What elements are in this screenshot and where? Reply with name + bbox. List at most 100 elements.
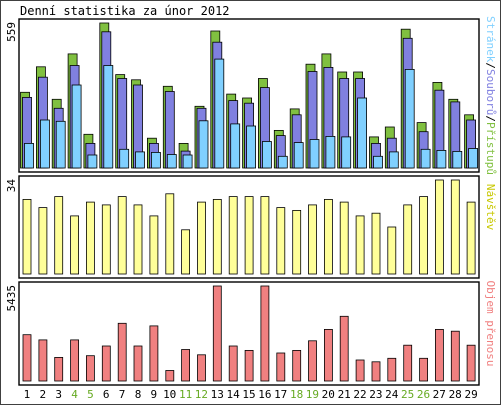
x-tick-label: 8 bbox=[135, 388, 142, 401]
x-tick-label: 28 bbox=[449, 388, 462, 401]
bar-kbytes-objem-p-enosu-day-10 bbox=[165, 370, 175, 382]
panel-max-label: 5435 bbox=[5, 285, 18, 312]
bar-visits-n-v-t-v-day-16 bbox=[260, 196, 270, 275]
bar-kbytes-objem-p-enosu-day-9 bbox=[149, 325, 159, 382]
bar-kbytes-objem-p-enosu-day-20 bbox=[323, 328, 333, 382]
chart-title: Denní statistika za únor 2012 bbox=[20, 4, 230, 18]
bar-hits_files_pages-str-nek-day-28 bbox=[452, 150, 463, 169]
bar-hits_files_pages-str-nek-day-1 bbox=[24, 142, 34, 169]
x-tick-label: 20 bbox=[322, 388, 335, 401]
bar-hits_files_pages-str-nek-day-2 bbox=[40, 119, 50, 169]
bar-hits_files_pages-str-nek-day-25 bbox=[404, 69, 415, 169]
bar-kbytes-objem-p-enosu-day-28 bbox=[450, 330, 460, 382]
bar-visits-n-v-t-v-day-22 bbox=[355, 215, 365, 275]
bar-visits-n-v-t-v-day-9 bbox=[149, 215, 159, 275]
bar-kbytes-objem-p-enosu-day-6 bbox=[101, 345, 111, 382]
bar-visits-n-v-t-v-day-6 bbox=[101, 204, 111, 275]
bar-hits_files_pages-str-nek-day-5 bbox=[87, 154, 98, 169]
bar-visits-n-v-t-v-day-13 bbox=[212, 198, 222, 275]
x-tick-label: 4 bbox=[71, 388, 78, 401]
bar-hits_files_pages-str-nek-day-20 bbox=[325, 135, 336, 169]
bar-hits_files_pages-str-nek-day-26 bbox=[420, 148, 431, 169]
x-tick-label: 3 bbox=[55, 388, 62, 401]
bar-kbytes-objem-p-enosu-day-22 bbox=[355, 359, 365, 382]
bar-hits_files_pages-str-nek-day-22 bbox=[357, 97, 368, 169]
bar-hits_files_pages-str-nek-day-3 bbox=[55, 120, 66, 169]
x-tick-label: 11 bbox=[179, 388, 192, 401]
bar-hits_files_pages-str-nek-day-8 bbox=[135, 151, 145, 169]
x-tick-label: 14 bbox=[226, 388, 240, 401]
x-tick-label: 24 bbox=[385, 388, 399, 401]
x-tick-label: 12 bbox=[195, 388, 208, 401]
bar-kbytes-objem-p-enosu-day-12 bbox=[197, 354, 206, 382]
bar-hits_files_pages-str-nek-day-16 bbox=[261, 141, 272, 169]
panel-hits_files_pages: 559 bbox=[5, 18, 480, 173]
bar-visits-n-v-t-v-day-12 bbox=[197, 201, 206, 275]
bar-hits_files_pages-str-nek-day-9 bbox=[150, 151, 161, 169]
bar-kbytes-objem-p-enosu-day-4 bbox=[70, 339, 79, 382]
bar-hits_files_pages-str-nek-day-29 bbox=[468, 148, 479, 169]
x-tick-label: 1 bbox=[24, 388, 31, 401]
bar-hits_files_pages-str-nek-day-13 bbox=[214, 58, 225, 169]
bar-kbytes-objem-p-enosu-day-23 bbox=[371, 361, 381, 382]
bar-visits-n-v-t-v-day-23 bbox=[371, 212, 381, 275]
bar-kbytes-objem-p-enosu-day-5 bbox=[86, 355, 95, 382]
bar-visits-n-v-t-v-day-18 bbox=[292, 209, 302, 275]
bar-kbytes-objem-p-enosu-day-7 bbox=[117, 322, 127, 382]
bar-visits-n-v-t-v-day-19 bbox=[308, 204, 317, 275]
bar-kbytes-objem-p-enosu-day-14 bbox=[228, 345, 238, 382]
bar-visits-n-v-t-v-day-4 bbox=[70, 215, 79, 275]
x-tick-label: 19 bbox=[306, 388, 319, 401]
bar-kbytes-objem-p-enosu-day-13 bbox=[212, 285, 222, 382]
bar-kbytes-objem-p-enosu-day-16 bbox=[260, 285, 270, 382]
bar-visits-n-v-t-v-day-8 bbox=[133, 204, 143, 275]
x-tick-label: 13 bbox=[211, 388, 224, 401]
bar-hits_files_pages-str-nek-day-4 bbox=[71, 84, 82, 169]
bar-visits-n-v-t-v-day-14 bbox=[228, 196, 238, 275]
x-tick-label: 7 bbox=[119, 388, 126, 401]
bar-hits_files_pages-str-nek-day-15 bbox=[246, 125, 257, 169]
x-tick-label: 15 bbox=[242, 388, 255, 401]
bar-visits-n-v-t-v-day-11 bbox=[181, 229, 191, 275]
bar-kbytes-objem-p-enosu-day-26 bbox=[419, 357, 429, 382]
bar-visits-n-v-t-v-day-17 bbox=[276, 207, 286, 275]
bar-hits_files_pages-str-nek-day-17 bbox=[277, 155, 288, 169]
legend-visits: Návštěv bbox=[484, 184, 497, 231]
bar-kbytes-objem-p-enosu-day-21 bbox=[339, 315, 349, 382]
bar-visits-n-v-t-v-day-21 bbox=[339, 201, 349, 275]
bar-kbytes-objem-p-enosu-day-19 bbox=[308, 340, 317, 382]
bar-visits-n-v-t-v-day-5 bbox=[86, 201, 95, 275]
legend-hits-files-pages: Stránek/Souborů/Přístupů bbox=[484, 16, 497, 175]
bar-hits_files_pages-str-nek-day-14 bbox=[230, 123, 241, 169]
x-tick-label: 29 bbox=[464, 388, 477, 401]
bar-visits-n-v-t-v-day-25 bbox=[403, 204, 413, 275]
panel-max-label: 34 bbox=[5, 179, 18, 193]
bar-visits-n-v-t-v-day-24 bbox=[387, 226, 397, 275]
bar-kbytes-objem-p-enosu-day-11 bbox=[181, 349, 191, 382]
x-tick-label: 10 bbox=[163, 388, 176, 401]
bar-visits-n-v-t-v-day-3 bbox=[54, 196, 64, 275]
bar-kbytes-objem-p-enosu-day-1 bbox=[22, 334, 32, 382]
bar-visits-n-v-t-v-day-10 bbox=[165, 193, 175, 275]
x-tick-label: 26 bbox=[417, 388, 430, 401]
bar-kbytes-objem-p-enosu-day-17 bbox=[276, 352, 286, 382]
bar-hits_files_pages-str-nek-day-19 bbox=[309, 139, 320, 169]
bar-hits_files_pages-str-nek-day-6 bbox=[103, 65, 114, 169]
bar-kbytes-objem-p-enosu-day-29 bbox=[466, 344, 476, 382]
bar-visits-n-v-t-v-day-29 bbox=[466, 201, 476, 275]
panel-max-label: 559 bbox=[5, 22, 18, 42]
x-tick-label: 25 bbox=[401, 388, 414, 401]
bar-visits-n-v-t-v-day-7 bbox=[117, 196, 127, 275]
x-tick-label: 21 bbox=[338, 388, 351, 401]
bar-kbytes-objem-p-enosu-day-24 bbox=[387, 357, 397, 382]
bar-kbytes-objem-p-enosu-day-25 bbox=[403, 344, 413, 382]
x-tick-label: 27 bbox=[433, 388, 446, 401]
x-tick-label: 23 bbox=[369, 388, 382, 401]
bar-kbytes-objem-p-enosu-day-15 bbox=[244, 349, 254, 382]
bar-hits_files_pages-str-nek-day-21 bbox=[341, 136, 352, 169]
x-tick-label: 9 bbox=[150, 388, 157, 401]
bar-hits_files_pages-str-nek-day-10 bbox=[166, 154, 177, 169]
panel-kbytes: 5435 bbox=[5, 281, 480, 386]
